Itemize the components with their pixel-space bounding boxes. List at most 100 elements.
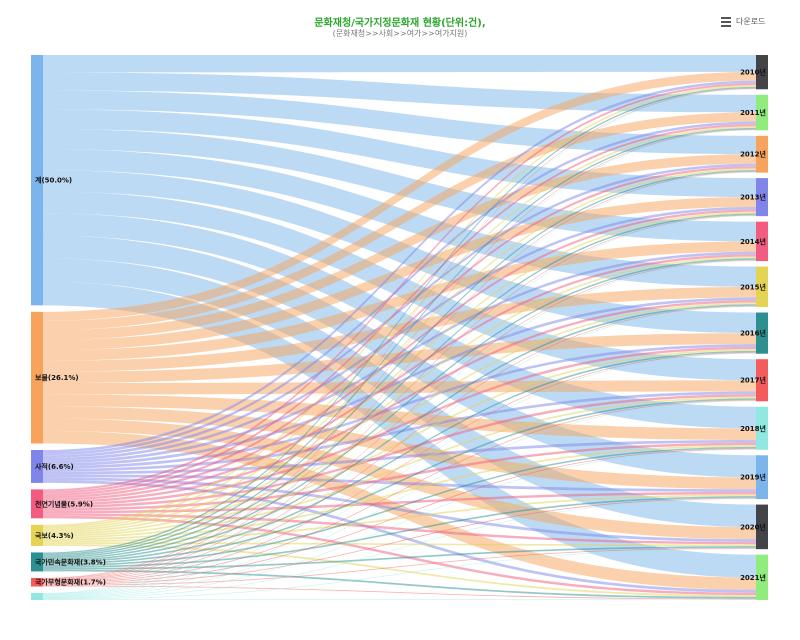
link-보물-2020년[interactable] <box>43 418 756 540</box>
target-node-2012년[interactable] <box>756 135 768 173</box>
link-사적-2017년[interactable] <box>43 391 756 472</box>
link-국가무형문화재-2012년[interactable] <box>43 171 756 580</box>
link-보물-2019년[interactable] <box>43 406 756 490</box>
link-보물-2010년[interactable] <box>43 71 756 321</box>
link-국가민속문화재-2012년[interactable] <box>43 170 756 557</box>
link-국가무형문화재-2016년[interactable] <box>43 352 756 583</box>
link-국보-2013년[interactable] <box>43 211 756 532</box>
source-node-보물[interactable] <box>31 311 43 444</box>
link-천연기념물-2019년[interactable] <box>43 491 756 514</box>
link-계-2017년[interactable] <box>43 191 756 381</box>
link-국가민속문화재-2019년[interactable] <box>43 496 756 569</box>
link-국보-2018년[interactable] <box>43 445 756 541</box>
link-국가무형문화재-2017년[interactable] <box>43 399 756 584</box>
link-국보-2010년[interactable] <box>43 85 756 527</box>
link-천연기념물-2018년[interactable] <box>43 442 756 511</box>
target-node-2019년[interactable] <box>756 455 768 500</box>
source-node-국가무형문화재[interactable] <box>31 577 43 587</box>
link-보물-2013년[interactable] <box>43 197 756 351</box>
link-천연기념물-2010년[interactable] <box>43 83 756 492</box>
link-국가민속문화재-2014년[interactable] <box>43 258 756 560</box>
target-node-2021년[interactable] <box>756 554 768 600</box>
link-명승-2020년[interactable] <box>43 548 756 600</box>
link-사적-2016년[interactable] <box>43 344 756 469</box>
target-node-2020년[interactable] <box>756 504 768 550</box>
link-국가무형문화재-2018년[interactable] <box>43 448 756 585</box>
link-사적-2020년[interactable] <box>43 477 756 542</box>
link-국가민속문화재-2010년[interactable] <box>43 86 756 554</box>
link-국가무형문화재-2011년[interactable] <box>43 129 756 580</box>
source-node-국보[interactable] <box>31 524 43 546</box>
link-국보-2016년[interactable] <box>43 349 756 537</box>
link-국가무형문화재-2015년[interactable] <box>43 305 756 582</box>
download-button[interactable]: 다운로드 <box>721 16 765 27</box>
link-계-2010년[interactable] <box>43 55 756 73</box>
link-국보-2015년[interactable] <box>43 302 756 536</box>
source-node-천연기념물[interactable] <box>31 489 43 519</box>
link-보물-2018년[interactable] <box>43 394 756 440</box>
link-국가무형문화재-2010년[interactable] <box>43 88 756 579</box>
link-국가민속문화재-2018년[interactable] <box>43 446 756 567</box>
link-국가민속문화재-2021년[interactable] <box>43 569 756 599</box>
link-보물-2011년[interactable] <box>43 112 756 331</box>
link-사적-2015년[interactable] <box>43 297 756 467</box>
link-국가무형문화재-2021년[interactable] <box>43 585 756 600</box>
link-명승-2010년[interactable] <box>43 88 756 594</box>
link-천연기념물-2016년[interactable] <box>43 346 756 506</box>
link-계-2021년[interactable] <box>43 281 756 578</box>
link-국보-2014년[interactable] <box>43 256 756 534</box>
link-천연기념물-2012년[interactable] <box>43 166 756 497</box>
link-명승-2016년[interactable] <box>43 353 756 597</box>
link-사적-2021년[interactable] <box>43 480 756 593</box>
link-국보-2021년[interactable] <box>43 544 756 597</box>
link-사적-2019년[interactable] <box>43 474 756 492</box>
link-명승-2014년[interactable] <box>43 260 756 596</box>
link-국가무형문화재-2019년[interactable] <box>43 497 756 585</box>
link-명승-2011년[interactable] <box>43 129 756 594</box>
link-국가민속문화재-2020년[interactable] <box>43 546 756 570</box>
target-node-2017년[interactable] <box>756 359 768 402</box>
link-국보-2011년[interactable] <box>43 126 756 529</box>
link-천연기념물-2011년[interactable] <box>43 124 756 494</box>
link-보물-2017년[interactable] <box>43 380 756 395</box>
target-node-2013년[interactable] <box>756 178 768 217</box>
link-국보-2012년[interactable] <box>43 168 756 530</box>
link-국가민속문화재-2011년[interactable] <box>43 127 756 556</box>
link-국가민속문화재-2015년[interactable] <box>43 304 756 562</box>
source-node-명승[interactable] <box>31 593 43 600</box>
link-국가민속문화재-2016년[interactable] <box>43 350 756 564</box>
link-국가무형문화재-2014년[interactable] <box>43 259 756 582</box>
link-국가무형문화재-2013년[interactable] <box>43 214 756 581</box>
target-node-2016년[interactable] <box>756 312 768 354</box>
link-명승-2019년[interactable] <box>43 498 756 599</box>
link-천연기념물-2015년[interactable] <box>43 300 756 504</box>
link-사적-2013년[interactable] <box>43 206 756 461</box>
link-보물-2015년[interactable] <box>43 286 756 372</box>
link-명승-2017년[interactable] <box>43 400 756 598</box>
link-천연기념물-2014년[interactable] <box>43 254 756 501</box>
target-node-2011년[interactable] <box>756 94 768 131</box>
link-국보-2019년[interactable] <box>43 494 756 543</box>
link-명승-2012년[interactable] <box>43 172 756 595</box>
link-사적-2012년[interactable] <box>43 163 756 458</box>
link-사적-2014년[interactable] <box>43 251 756 464</box>
link-천연기념물-2021년[interactable] <box>43 515 756 596</box>
link-명승-2018년[interactable] <box>43 449 756 599</box>
target-node-2018년[interactable] <box>756 406 768 450</box>
source-node-사적[interactable] <box>31 450 43 483</box>
link-국가민속문화재-2013년[interactable] <box>43 213 756 559</box>
link-국보-2020년[interactable] <box>43 542 756 547</box>
target-node-2014년[interactable] <box>756 221 768 262</box>
link-명승-2015년[interactable] <box>43 306 756 597</box>
target-node-2015년[interactable] <box>756 266 768 308</box>
source-node-국가민속문화재[interactable] <box>31 552 43 572</box>
link-명승-2013년[interactable] <box>43 215 756 596</box>
target-node-2010년[interactable] <box>756 55 768 90</box>
link-보물-2012년[interactable] <box>43 154 756 341</box>
link-국가민속문화재-2017년[interactable] <box>43 398 756 565</box>
link-사적-2011년[interactable] <box>43 121 756 456</box>
link-보물-2014년[interactable] <box>43 241 756 361</box>
link-천연기념물-2020년[interactable] <box>43 513 756 545</box>
link-국가무형문화재-2020년[interactable] <box>43 547 756 586</box>
link-사적-2010년[interactable] <box>43 80 756 453</box>
